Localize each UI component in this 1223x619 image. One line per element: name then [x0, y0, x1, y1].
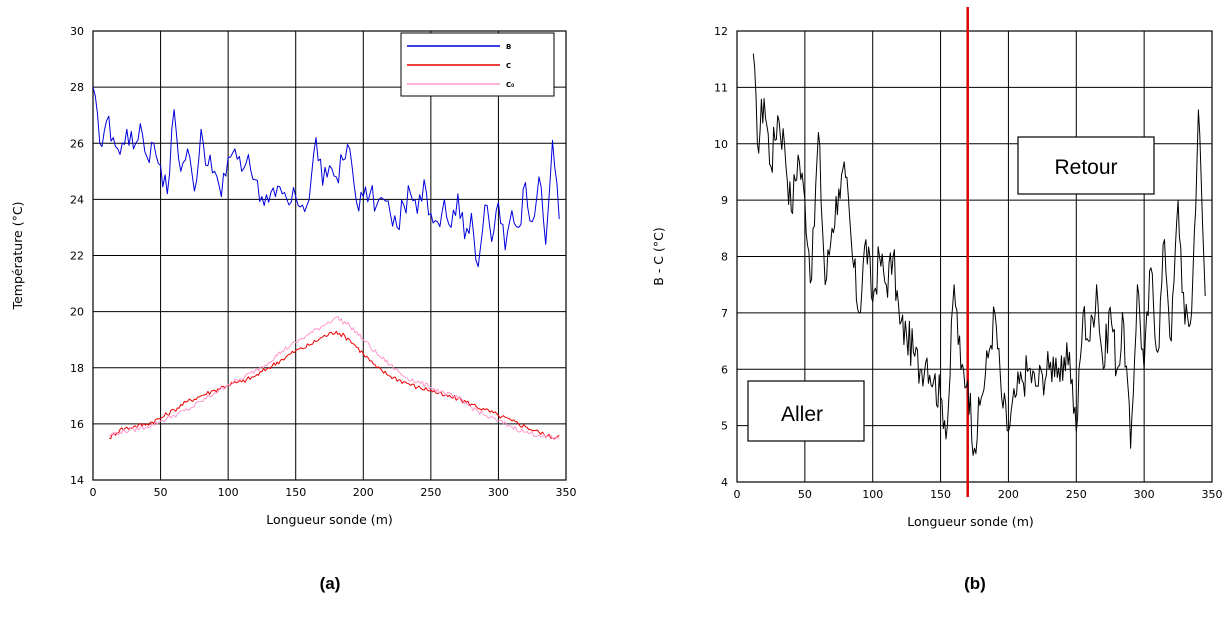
x-tick-label: 200	[353, 486, 374, 499]
y-tick-label: 14	[70, 474, 84, 487]
x-tick-label: 0	[734, 488, 741, 501]
panel-label-a: (a)	[320, 574, 341, 593]
series-line-bminusc	[752, 53, 1206, 456]
x-axis-label: Longueur sonde (m)	[266, 512, 393, 527]
y-tick-label: 22	[70, 250, 84, 263]
x-tick-label: 150	[930, 488, 951, 501]
y-tick-label: 8	[721, 251, 728, 264]
legend-label: C	[506, 62, 511, 70]
legend: B C C₀	[400, 32, 555, 97]
x-tick-label: 50	[798, 488, 812, 501]
annotation-retour: Retour	[1017, 136, 1155, 195]
y-tick-label: 12	[714, 25, 728, 38]
y-tick-label: 26	[70, 137, 84, 150]
annotation-text: Retour	[1054, 156, 1117, 179]
y-tick-label: 6	[721, 363, 728, 376]
y-tick-label: 5	[721, 420, 728, 433]
y-tick-label: 18	[70, 362, 84, 375]
x-tick-label: 300	[488, 486, 509, 499]
plot-frame	[736, 30, 1213, 483]
y-tick-label: 4	[721, 476, 728, 489]
series-line-b	[92, 86, 560, 268]
y-axis-label: B - C (°C)	[651, 227, 666, 285]
y-tick-label: 10	[714, 138, 728, 151]
chart-b: 0 50 100 150 200 250 300 350 4 5 6 7 8 9 10 11 12 Longueu…	[651, 7, 1223, 529]
x-tick-label: 250	[1066, 488, 1087, 501]
y-axis-label: Température (°C)	[10, 202, 25, 311]
plot-frame	[92, 30, 567, 481]
annotation-box	[747, 380, 865, 442]
x-tick-label: 50	[154, 486, 168, 499]
y-tick-label: 24	[70, 193, 84, 206]
annotation-text: Aller	[781, 403, 823, 426]
x-tick-label: 350	[556, 486, 577, 499]
annotation-box	[1017, 136, 1155, 195]
series-line-c	[109, 316, 560, 440]
x-tick-label: 150	[285, 486, 306, 499]
x-axis-label: Longueur sonde (m)	[907, 514, 1034, 529]
legend-label: B	[506, 43, 511, 51]
x-tick-label: 350	[1202, 488, 1223, 501]
y-tick-label: 30	[70, 25, 84, 38]
x-tick-label: 0	[90, 486, 97, 499]
x-tick-label: 100	[862, 488, 883, 501]
x-tick-label: 300	[1134, 488, 1155, 501]
y-tick-label: 7	[721, 307, 728, 320]
x-tick-label: 100	[218, 486, 239, 499]
legend-label: C₀	[506, 81, 514, 89]
y-tick-label: 20	[70, 306, 84, 319]
panel-label-b: (b)	[964, 574, 986, 593]
annotation-aller: Aller	[747, 380, 865, 442]
x-tick-label: 250	[420, 486, 441, 499]
y-tick-label: 9	[721, 194, 728, 207]
series-line-c	[108, 330, 560, 440]
x-tick-label: 200	[998, 488, 1019, 501]
y-tick-label: 16	[70, 418, 84, 431]
chart-a: 0 50 100 150 200 250 300 350 14 16 18 20 22 24 26 28 30 L…	[10, 25, 577, 527]
y-tick-label: 28	[70, 81, 84, 94]
y-tick-label: 11	[714, 81, 728, 94]
